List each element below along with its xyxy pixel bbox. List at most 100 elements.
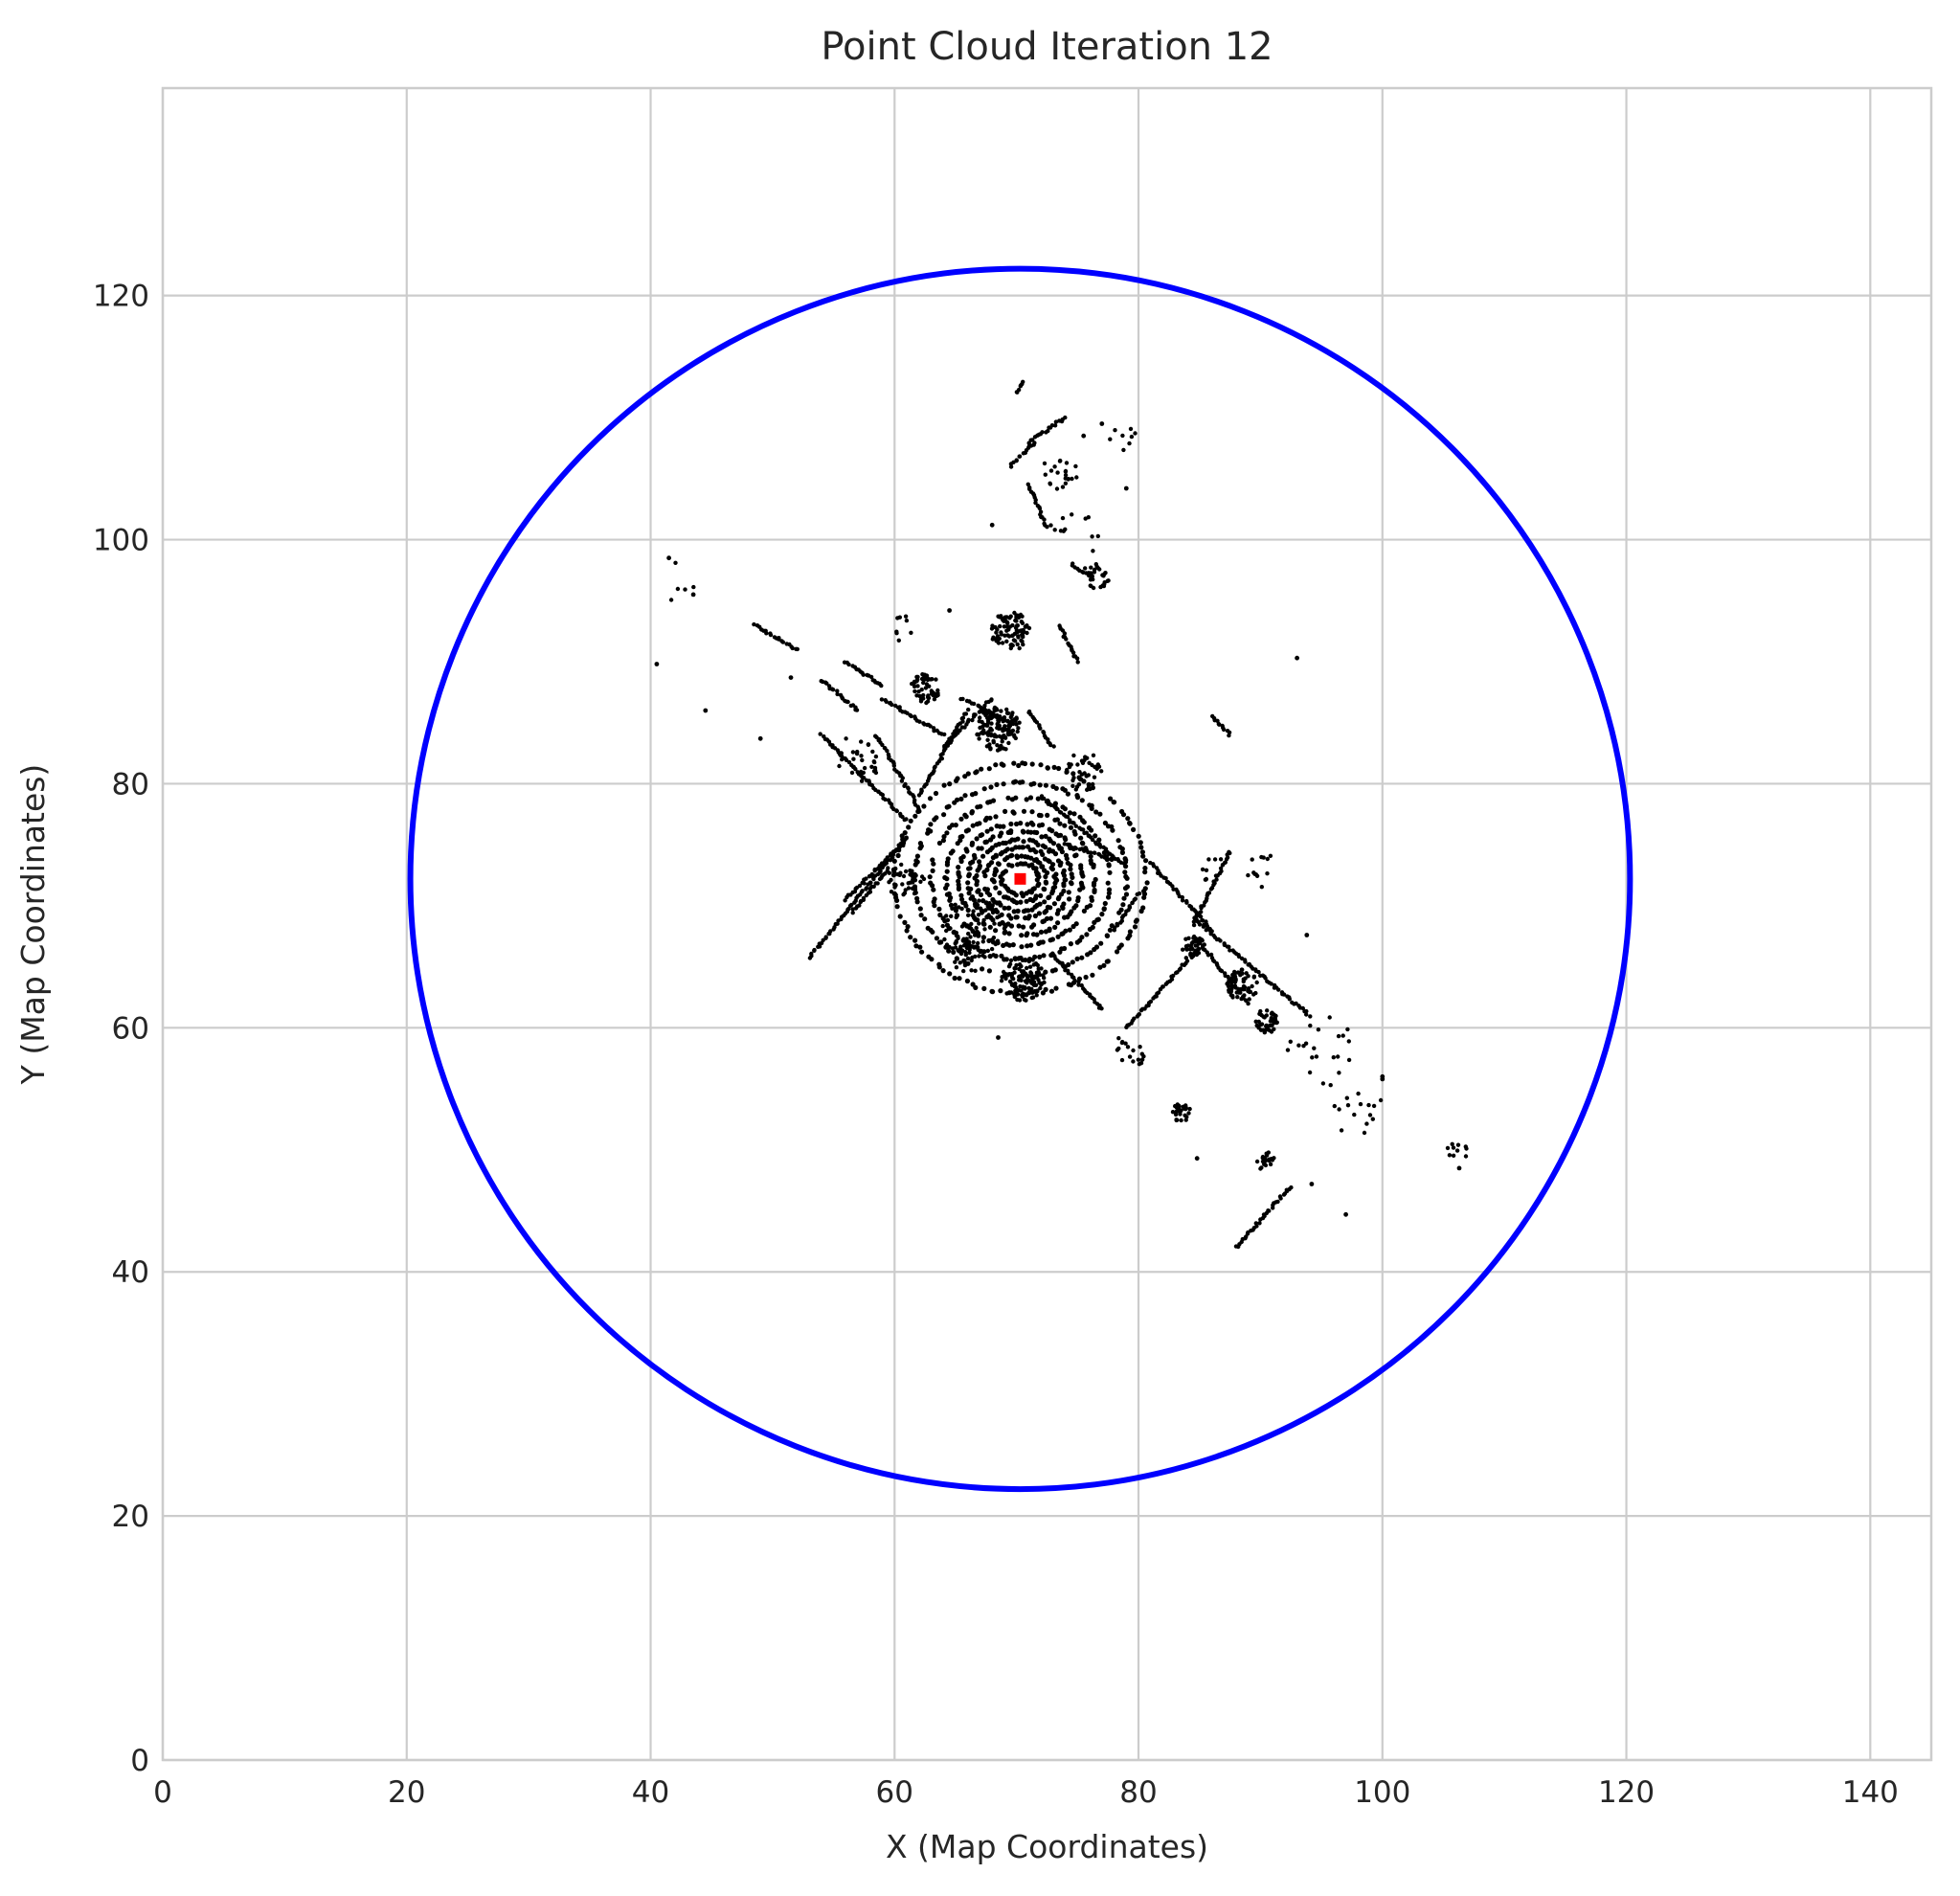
data-point [1009,975,1015,980]
data-point [1140,853,1146,859]
data-point [1139,1051,1145,1056]
data-point [1077,770,1082,775]
data-point [1092,880,1097,886]
data-point [973,984,979,990]
data-point [903,614,909,619]
data-point [1093,944,1100,950]
data-point [902,783,907,788]
data-point [1060,804,1066,810]
data-point [1048,988,1055,994]
data-point [908,872,912,877]
data-point [1259,1012,1264,1018]
data-point [1001,727,1005,732]
data-point [960,715,966,720]
data-point [1019,933,1025,938]
data-point [1451,1145,1456,1150]
data-point [984,828,990,834]
data-point [1093,833,1098,839]
data-point [1017,779,1023,785]
data-point [1004,639,1009,643]
data-point [812,947,817,953]
data-point [994,824,1000,829]
data-point [1028,781,1034,787]
data-point [1006,740,1011,746]
data-point [1069,881,1074,887]
data-point [918,879,923,884]
data-point [991,738,996,743]
data-point [864,886,869,891]
data-point [996,861,1002,868]
data-point [1019,620,1025,624]
data-point [1039,834,1045,840]
data-point [903,869,909,874]
data-point [1029,761,1035,767]
data-point [1043,472,1048,477]
data-point [980,953,985,958]
data-point [846,759,852,765]
data-point [1356,1091,1361,1096]
data-point [1134,917,1139,923]
data-point [1339,1128,1344,1133]
data-point [977,954,981,959]
data-point [1273,1020,1279,1026]
data-point [969,842,975,847]
data-point [1099,1006,1104,1011]
data-point [1115,921,1119,927]
data-point [993,928,999,934]
data-point [1020,974,1025,979]
data-point [916,806,921,812]
data-point [885,855,890,860]
data-point [1079,798,1085,803]
x-tick-label: 140 [1842,1775,1899,1810]
data-point [1099,854,1104,859]
data-point [1266,1150,1272,1155]
data-point [1055,920,1061,926]
data-point [1263,976,1268,981]
data-point [1273,1017,1278,1022]
data-point [1042,461,1048,466]
data-point [1056,765,1062,772]
data-point [1044,908,1049,914]
data-point [905,924,911,930]
data-point [1101,962,1107,968]
data-point [1084,932,1090,937]
data-point [1138,840,1143,846]
data-point [880,742,885,748]
data-point [1131,1059,1136,1064]
data-point [987,742,992,747]
data-point [915,677,920,682]
data-point [1016,387,1022,393]
data-point [973,968,978,973]
data-point [1125,816,1131,822]
data-point [973,712,978,717]
data-point [1179,1117,1183,1123]
data-point [859,754,864,758]
data-point [945,917,951,923]
data-point [1042,868,1048,873]
data-point [1016,923,1022,929]
data-point [1074,956,1080,962]
data-point [1092,567,1097,573]
data-point [968,860,974,867]
data-point [1316,1027,1321,1032]
data-point [1105,880,1111,886]
data-point [1262,1015,1267,1020]
data-point [839,751,844,756]
data-point [986,968,992,974]
data-point [987,924,993,930]
x-tick-label: 80 [1119,1775,1157,1810]
data-point [1239,967,1245,972]
data-point [1006,729,1011,734]
data-point [1001,781,1006,787]
data-point [894,631,899,636]
data-point [989,522,995,528]
data-point [1138,1045,1142,1050]
data-point [1038,726,1043,731]
x-tick-label: 40 [632,1775,669,1810]
data-point [1108,437,1113,441]
data-point [691,584,696,590]
data-point [930,677,935,682]
data-point [1003,808,1008,815]
data-point [1017,966,1022,972]
data-point [994,630,999,635]
